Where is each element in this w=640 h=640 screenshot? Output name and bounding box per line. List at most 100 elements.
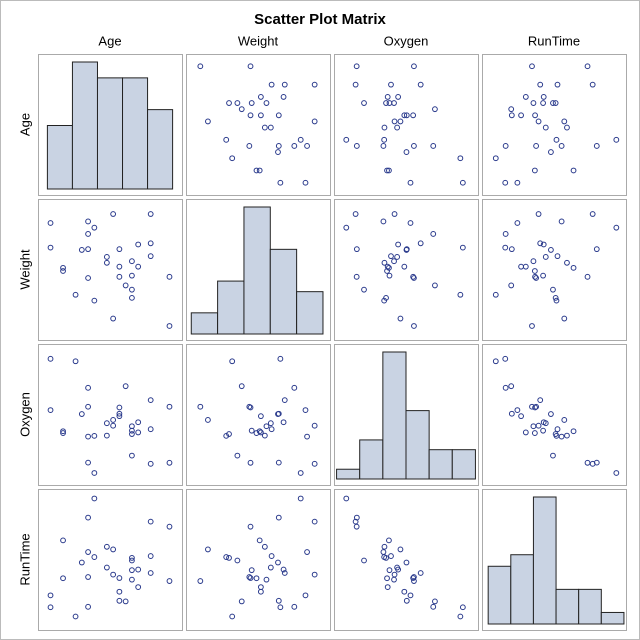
scatter-point [518, 112, 524, 119]
scatter-point [514, 179, 521, 186]
scatter-point [47, 220, 54, 226]
scatter-point [281, 81, 288, 88]
column-label: Age [98, 33, 121, 48]
scatter-point [391, 571, 398, 578]
scatter-point [537, 397, 544, 404]
panel [334, 54, 479, 196]
scatter-point [277, 355, 284, 362]
scatter-point [110, 211, 117, 217]
scatter-point [280, 94, 287, 100]
scatter-point [361, 557, 367, 564]
scatter-point [135, 584, 142, 590]
scatter-point [548, 247, 554, 253]
scatter-point [135, 263, 142, 270]
scatter-point [247, 112, 254, 119]
scatter-point [91, 224, 98, 231]
scatter-point [197, 403, 204, 410]
scatter-point [584, 63, 591, 70]
scatter-point [508, 112, 515, 119]
scatter-point [388, 81, 394, 88]
scatter-point [116, 246, 123, 253]
scatter-point [388, 253, 394, 260]
scatter-point [518, 413, 524, 420]
scatter-point [263, 576, 270, 583]
scatter-point [110, 422, 117, 429]
scatter-point [391, 258, 397, 265]
scatter-point [540, 272, 546, 279]
scatter-point [395, 566, 402, 573]
scatter-point [397, 315, 404, 322]
scatter-point [457, 155, 464, 162]
scatter-point [85, 246, 91, 253]
scatter-point [386, 567, 393, 574]
scatter-point [166, 578, 173, 584]
scatter-point [584, 459, 591, 466]
scatter-point [401, 263, 408, 270]
scatter-point [247, 63, 254, 70]
column-label: Weight [238, 33, 279, 48]
scatter-point [256, 428, 263, 435]
scatter-point [280, 566, 287, 573]
scatter-point [352, 211, 359, 217]
scatter-point [147, 570, 154, 576]
histogram-bar [600, 611, 625, 625]
scatter-point [304, 433, 310, 440]
scatter-point [353, 246, 360, 253]
scatter-point [529, 63, 535, 70]
scatter-point [410, 273, 417, 280]
scatter-point [411, 323, 417, 329]
scatter-point [552, 100, 559, 106]
scatter-point [302, 592, 309, 599]
scatter-point [508, 282, 515, 289]
scatter-point [552, 431, 559, 437]
histogram-bar [428, 449, 453, 480]
scatter-point [395, 94, 402, 100]
scatter-point [407, 220, 414, 226]
scatter-point [247, 404, 254, 411]
histogram-bar [578, 588, 602, 625]
scatter-point [267, 420, 274, 427]
scatter-point [548, 411, 554, 417]
scatter-point [535, 211, 542, 217]
scatter-point [432, 106, 438, 113]
scatter-point [401, 112, 408, 119]
scatter-point [561, 315, 568, 322]
scatter-point [129, 452, 135, 459]
scatter-point [291, 384, 298, 391]
scatter-point [532, 273, 538, 280]
scatter-point [47, 244, 54, 251]
scatter-point [103, 259, 110, 266]
scatter-point [403, 597, 410, 604]
scatter-point [135, 429, 142, 436]
scatter-point [533, 143, 540, 149]
scatter-point [386, 537, 392, 544]
scatter-point [613, 224, 620, 231]
scatter-point [275, 514, 282, 521]
scatter-point [558, 218, 565, 225]
scatter-point [248, 567, 255, 574]
scatter-point [257, 429, 264, 436]
scatter-point [91, 432, 98, 439]
scatter-point [147, 518, 154, 525]
scatter-point [166, 273, 173, 280]
scatter-point [147, 211, 154, 217]
scatter-point [277, 179, 284, 186]
histogram-bar [382, 351, 407, 480]
scatter-point [268, 426, 275, 433]
scatter-point [391, 211, 398, 217]
scatter-point [135, 241, 142, 248]
histogram-bar [487, 565, 512, 625]
scatter-point [570, 428, 577, 435]
scatter-point [281, 570, 288, 576]
scatter-point [529, 323, 535, 329]
scatter-point [257, 588, 264, 595]
scatter-point [343, 495, 350, 502]
scatter-point [457, 291, 464, 298]
histogram-bar [71, 61, 98, 190]
scatter-point [129, 567, 135, 574]
scatter-point [256, 167, 263, 174]
scatter-point [553, 297, 560, 304]
scatter-point [384, 167, 390, 174]
scatter-point [135, 419, 142, 426]
histogram-bar [96, 77, 124, 190]
